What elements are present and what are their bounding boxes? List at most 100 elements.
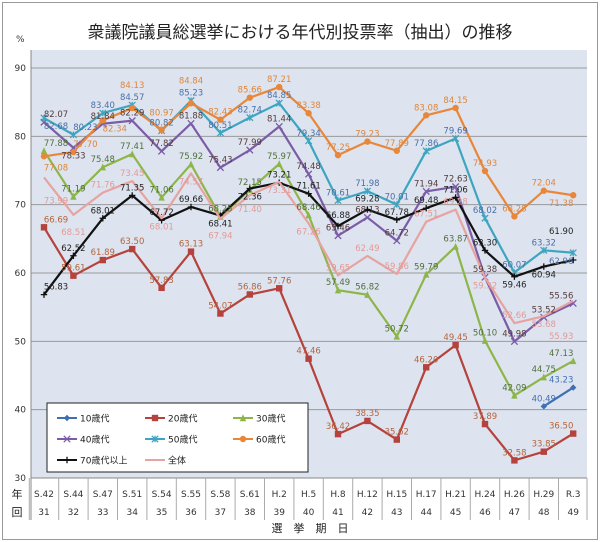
session-label: 41 xyxy=(332,508,343,518)
series-2-data-label: 59.79 xyxy=(414,262,438,272)
series-4-marker xyxy=(304,137,313,145)
series-1-data-label: 32.58 xyxy=(502,448,526,458)
series-3-marker xyxy=(451,183,460,191)
legend xyxy=(46,402,309,473)
series-7-data-label: 69.28 xyxy=(443,198,467,208)
series-6-marker xyxy=(99,215,106,222)
series-3-marker xyxy=(510,337,519,346)
series-1-data-label: 54.07 xyxy=(208,302,232,312)
series-6-data-label: 69.28 xyxy=(355,195,379,205)
series-2-data-label: 47.13 xyxy=(549,349,573,359)
series-5-data-label: 84.15 xyxy=(443,96,467,106)
series-2-data-label: 68.46 xyxy=(296,203,320,213)
series-5-marker xyxy=(305,110,312,117)
series-5-marker xyxy=(452,104,459,112)
series-7-data-label: 67.26 xyxy=(296,227,320,237)
series-6-data-label: 69.66 xyxy=(179,195,203,205)
series-2-data-label: 77.41 xyxy=(120,142,144,152)
series-2-marker xyxy=(305,211,312,219)
series-2-marker xyxy=(511,391,518,399)
series-5-marker xyxy=(158,126,165,133)
series-7-data-label: 68.01 xyxy=(149,222,173,232)
series-1-marker xyxy=(570,430,577,437)
series-2-marker xyxy=(570,357,577,365)
series-6-marker xyxy=(40,291,48,298)
x-tick-label: H.24 xyxy=(475,490,496,500)
series-4-data-label: 85.23 xyxy=(179,89,203,99)
session-label: 31 xyxy=(38,508,49,518)
series-2-marker xyxy=(187,160,195,168)
series-4-data-label: 70.61 xyxy=(326,188,350,198)
series-6-marker xyxy=(334,222,342,230)
series-3-data-label: 75.43 xyxy=(208,156,232,166)
series-7-data-label: 62.49 xyxy=(355,244,379,254)
series-1-data-label: 57.83 xyxy=(149,276,173,286)
series-7-data-label: 73.99 xyxy=(44,196,68,206)
series-4-data-label: 71.98 xyxy=(355,179,379,189)
series-4-data-label: 70.01 xyxy=(385,193,409,203)
series-6-data-label: 66.88 xyxy=(326,211,350,221)
series-7-data-label: 67.51 xyxy=(414,210,438,220)
session-label: 32 xyxy=(68,508,79,518)
x-tick-label: S.55 xyxy=(181,490,201,500)
series-4-marker xyxy=(481,214,489,222)
series-3-data-label: 82.29 xyxy=(120,109,144,119)
series-2-marker xyxy=(334,286,342,294)
series-2-data-label: 63.87 xyxy=(443,235,467,245)
session-label: 44 xyxy=(420,508,432,518)
series-3-marker xyxy=(422,187,430,196)
series-7-data-label: 52.66 xyxy=(502,311,526,321)
session-label: 36 xyxy=(185,508,197,518)
series-5-marker xyxy=(99,117,107,124)
series-7-data-label: 55.93 xyxy=(549,332,573,342)
series-4-data-label: 60.07 xyxy=(502,261,526,271)
series-6-data-label: 73.21 xyxy=(267,171,291,181)
series-1-marker xyxy=(334,430,342,438)
series-4-marker xyxy=(569,249,577,257)
series-5-data-label: 84.84 xyxy=(179,76,203,86)
series-4-marker xyxy=(451,134,460,143)
y-tick-label: 50 xyxy=(15,337,27,347)
legend-marker xyxy=(239,414,247,422)
session-label: 33 xyxy=(97,508,108,518)
series-6-data-label: 59.46 xyxy=(502,281,526,291)
series-2-marker xyxy=(129,150,136,158)
series-5-marker xyxy=(276,83,283,91)
series-1-data-label: 63.50 xyxy=(120,237,144,247)
series-0-data-label: 43.23 xyxy=(549,376,573,386)
series-5-data-label: 82.43 xyxy=(208,108,232,118)
series-6-marker xyxy=(452,194,459,201)
legend-marker xyxy=(63,414,71,422)
series-6-data-label: 71.35 xyxy=(120,183,144,193)
series-2-data-label: 50.72 xyxy=(385,324,409,334)
series-1-data-label: 35.62 xyxy=(385,428,409,438)
legend-label: 30歳代 xyxy=(256,413,285,425)
series-2-marker xyxy=(158,193,165,201)
legend-label: 60歳代 xyxy=(256,434,285,446)
legend-label: 50歳代 xyxy=(168,434,197,446)
series-7-data-label: 73.45 xyxy=(120,169,144,179)
x-tick-label: S.42 xyxy=(34,490,54,500)
series-6-marker xyxy=(540,263,547,270)
series-5-marker xyxy=(364,138,371,145)
series-4-marker xyxy=(334,196,342,205)
series-6-data-label: 72.36 xyxy=(238,193,262,203)
series-2-data-label: 57.49 xyxy=(326,278,350,288)
session-label: 37 xyxy=(215,508,226,518)
series-3-data-label: 64.72 xyxy=(385,229,409,239)
series-3-data-label: 77.82 xyxy=(149,139,173,149)
series-0-marker xyxy=(540,403,547,410)
session-label: 35 xyxy=(156,508,167,518)
session-label: 34 xyxy=(126,508,138,518)
series-4-data-label: 84.85 xyxy=(267,91,291,101)
x-tick-label: H.5 xyxy=(301,490,316,500)
series-5-data-label: 77.25 xyxy=(326,143,350,153)
series-5-marker xyxy=(217,116,224,123)
series-4-data-label: 82.74 xyxy=(238,106,262,116)
series-2-data-label: 50.10 xyxy=(473,329,497,339)
x-tick-label: S.47 xyxy=(93,490,113,500)
series-6-data-label: 56.83 xyxy=(44,283,68,293)
series-2-marker xyxy=(70,192,77,200)
series-6-data-label: 71.61 xyxy=(296,182,320,192)
